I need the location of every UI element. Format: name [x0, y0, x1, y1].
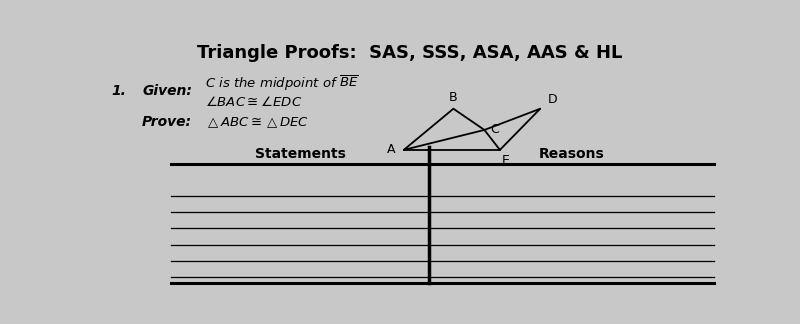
Text: Triangle Proofs:  SAS, SSS, ASA, AAS & HL: Triangle Proofs: SAS, SSS, ASA, AAS & HL	[198, 44, 622, 62]
Text: Statements: Statements	[254, 147, 346, 161]
Text: C is the midpoint of $\overline{BE}$: C is the midpoint of $\overline{BE}$	[206, 74, 359, 93]
Text: D: D	[548, 93, 558, 106]
Text: E: E	[502, 155, 510, 168]
Text: Prove:: Prove:	[142, 115, 192, 130]
Text: B: B	[449, 91, 458, 104]
Text: C: C	[490, 123, 499, 136]
Text: $\angle BAC\cong \angle EDC$: $\angle BAC\cong \angle EDC$	[206, 96, 302, 110]
Text: 1.: 1.	[111, 84, 126, 98]
Text: Given:: Given:	[142, 84, 192, 98]
Text: $\triangle ABC \cong \triangle DEC$: $\triangle ABC \cong \triangle DEC$	[206, 115, 310, 130]
Text: A: A	[387, 144, 396, 156]
Text: Reasons: Reasons	[538, 147, 604, 161]
